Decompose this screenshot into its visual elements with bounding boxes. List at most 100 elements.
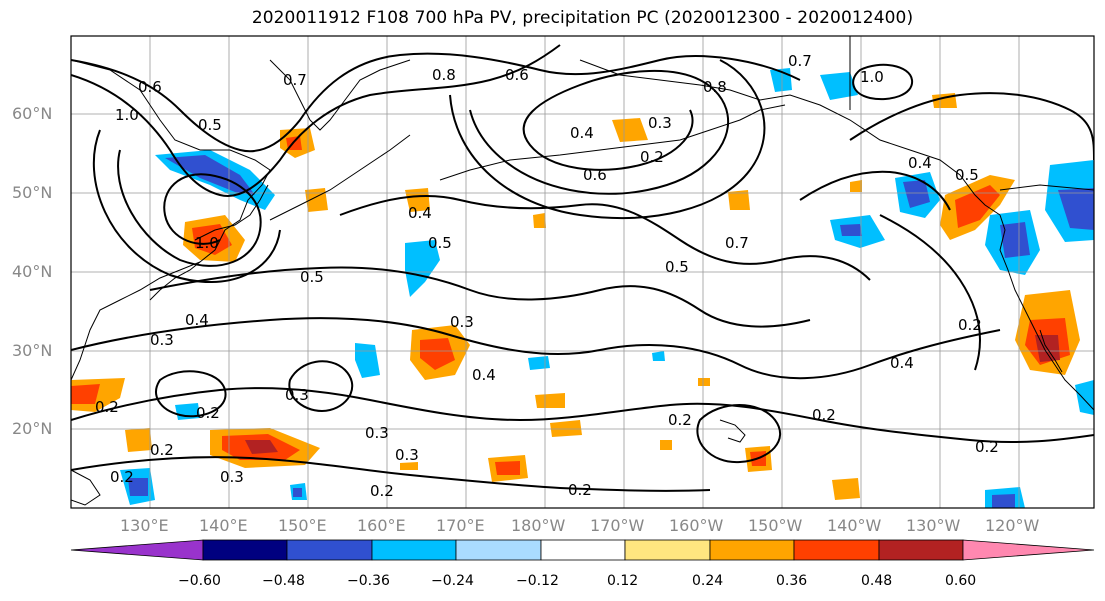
neg-anomaly-small-a xyxy=(528,356,550,370)
contour-label: 0.4 xyxy=(185,311,209,329)
contour-label: 0.6 xyxy=(138,78,162,96)
contour-label: 0.3 xyxy=(450,313,474,331)
lon-label: 150°W xyxy=(748,516,803,535)
colorbar-tick-label: −0.48 xyxy=(262,573,305,589)
contour-label: 0.5 xyxy=(428,234,452,252)
neg-anomaly-east-c-core xyxy=(840,224,862,236)
neg-anomaly-small-b xyxy=(652,351,665,361)
pos-anomaly-south-big-peak xyxy=(245,440,278,454)
pos-anomaly-southwest-core xyxy=(71,384,100,404)
contour-label: 0.6 xyxy=(583,166,607,184)
lon-label: 120°W xyxy=(985,516,1040,535)
colorbar-swatch xyxy=(455,539,542,561)
contour-label: 0.2 xyxy=(975,438,999,456)
colorbar-tick-label: −0.60 xyxy=(178,573,221,589)
lon-label: 170°E xyxy=(436,516,485,535)
pos-anomaly-north-d xyxy=(612,118,648,142)
colorbar-swatch xyxy=(878,539,964,561)
contour-label: 0.4 xyxy=(472,366,496,384)
contour-label: 0.2 xyxy=(150,441,174,459)
contour-label: 0.3 xyxy=(285,386,309,404)
contour-label: 0.7 xyxy=(283,71,307,89)
coast-kurils xyxy=(269,134,411,221)
lon-label: 180°W xyxy=(511,516,566,535)
contour-east-3 xyxy=(799,170,951,211)
neg-anomaly-gulf-alaska-core xyxy=(903,180,930,208)
contour-label: 0.2 xyxy=(95,398,119,416)
contour-label: 0.5 xyxy=(665,258,689,276)
pos-anomaly-small-j xyxy=(698,378,710,386)
lon-label: 140°W xyxy=(827,516,882,535)
contour-label: 0.4 xyxy=(570,124,594,142)
pos-anomaly-small-k xyxy=(850,180,862,192)
colorbar-swatch xyxy=(709,539,795,561)
pos-anomaly-north-e xyxy=(728,190,750,210)
neg-anomaly-east-b xyxy=(820,72,858,100)
contour-label: 0.3 xyxy=(395,446,419,464)
contour-label: 0.8 xyxy=(703,78,727,96)
contour-label: 1.0 xyxy=(860,68,884,86)
colorbar-swatch xyxy=(624,539,711,561)
contour-mid-1 xyxy=(339,195,871,281)
contour-aleut-low xyxy=(469,69,729,195)
contour-label: 1.0 xyxy=(115,106,139,124)
pos-anomaly-south-f xyxy=(550,420,582,437)
lat-label: 30°N xyxy=(12,341,53,360)
neg-anomaly-bottom-right-core xyxy=(992,494,1015,508)
lat-label: 20°N xyxy=(12,419,53,438)
contour-label: 0.5 xyxy=(955,166,979,184)
contour-label: 0.5 xyxy=(300,268,324,286)
coast-hawaii xyxy=(719,419,746,443)
coast-alaska xyxy=(579,59,1001,216)
pos-anomaly-small-hi xyxy=(660,440,672,450)
contour-closed-a xyxy=(288,360,354,412)
contour-label: 0.2 xyxy=(668,411,692,429)
lon-label: 160°W xyxy=(669,516,724,535)
contour-south-1 xyxy=(71,387,1094,444)
coastlines xyxy=(71,36,1094,506)
coast-canada-border xyxy=(999,184,1094,191)
map-border xyxy=(70,35,1095,509)
colorbar-swatch xyxy=(70,539,204,561)
colorbar-tick-label: 0.12 xyxy=(607,573,639,589)
colorbar-swatch xyxy=(286,539,373,561)
coast-north-america xyxy=(999,214,1094,411)
pv-contours xyxy=(71,44,1094,492)
contour-label: 0.7 xyxy=(788,52,812,70)
contour-mid-2 xyxy=(149,266,811,328)
contour-japan-low xyxy=(117,149,262,267)
contour-label: 0.2 xyxy=(958,316,982,334)
neg-anomaly-far-east xyxy=(1075,380,1094,415)
neg-anomaly-west-coast-core xyxy=(1000,222,1030,258)
lon-label: 160°E xyxy=(357,516,406,535)
colorbar-swatch xyxy=(793,539,880,561)
contour-japan-low-2 xyxy=(92,129,281,284)
pos-anomaly-coast-core xyxy=(955,185,1000,228)
coast-aleutians xyxy=(439,104,786,181)
contour-aleut-low-2 xyxy=(449,59,766,219)
colorbar-tick-label: −0.12 xyxy=(516,573,559,589)
contour-label: 0.4 xyxy=(408,204,432,222)
pos-anomaly-north-g xyxy=(533,213,546,228)
colorbar-swatch xyxy=(371,539,457,561)
colorbar-swatch xyxy=(540,539,626,561)
contour-east-1 xyxy=(849,92,1094,161)
pos-anomaly-south-e xyxy=(535,393,565,408)
lat-label: 50°N xyxy=(12,183,53,202)
colorbar-tick-label: 0.60 xyxy=(945,573,977,589)
pos-anomaly-south-d-core xyxy=(495,461,520,475)
pos-anomaly-south-a xyxy=(125,428,152,452)
contour-label: 0.2 xyxy=(110,468,134,486)
pos-anomaly-japan-core xyxy=(192,224,232,255)
neg-anomaly-northeast-core xyxy=(1058,188,1094,230)
pos-anomaly-mid-core xyxy=(420,338,455,370)
pos-anomaly-south-i xyxy=(400,462,418,470)
coast-japan xyxy=(149,184,269,301)
contour-label: 0.3 xyxy=(365,424,389,442)
colorbar-tick-label: −0.24 xyxy=(431,573,474,589)
contour-label: 0.3 xyxy=(150,331,174,349)
contour-label: 0.2 xyxy=(568,481,592,499)
contour-north-2 xyxy=(71,44,561,197)
colorbar-tick-label: 0.36 xyxy=(776,573,808,589)
